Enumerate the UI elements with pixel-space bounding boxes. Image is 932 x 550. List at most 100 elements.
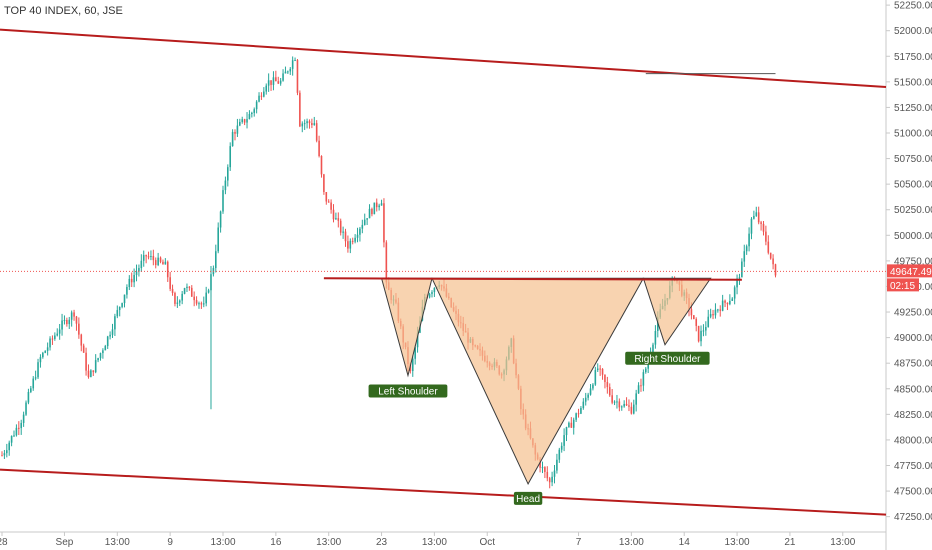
candle-body bbox=[356, 234, 359, 238]
candle-body bbox=[87, 370, 90, 378]
candle-body bbox=[623, 403, 625, 407]
candle-body bbox=[560, 445, 563, 450]
neckline bbox=[323, 277, 742, 281]
x-tick-label: 21 bbox=[784, 537, 796, 548]
candle-body bbox=[750, 218, 753, 234]
candle-body bbox=[8, 442, 11, 451]
candle-body bbox=[68, 319, 71, 325]
candle-body bbox=[164, 261, 167, 265]
candle-body bbox=[371, 208, 373, 215]
candle-body bbox=[373, 202, 376, 215]
candle-body bbox=[306, 121, 308, 124]
candle-body bbox=[145, 255, 147, 257]
x-tick-label: Oct bbox=[479, 537, 495, 548]
candle-body bbox=[342, 231, 344, 233]
candle-body bbox=[620, 406, 623, 408]
candle-body bbox=[724, 300, 726, 303]
candle-body bbox=[368, 208, 371, 219]
candle-body bbox=[743, 251, 746, 262]
x-tick-label: 13:00 bbox=[422, 537, 447, 548]
candle-body bbox=[570, 422, 573, 428]
candle-body bbox=[10, 435, 13, 443]
y-tick-label: 48000.00 bbox=[894, 435, 932, 446]
candle-body bbox=[222, 190, 224, 212]
candle-body bbox=[255, 101, 258, 110]
candle-body bbox=[150, 256, 152, 258]
candle-body bbox=[604, 374, 606, 383]
left-shoulder-label-bg bbox=[368, 384, 448, 398]
candle-body bbox=[63, 319, 66, 321]
candle-body bbox=[556, 459, 558, 471]
candle-body bbox=[548, 478, 551, 483]
candle-body bbox=[337, 218, 340, 221]
candle-body bbox=[411, 358, 414, 372]
candle-body bbox=[227, 167, 229, 181]
y-tick-label: 50250.00 bbox=[894, 205, 932, 216]
candle-body bbox=[705, 327, 707, 331]
y-tick-label: 51750.00 bbox=[894, 52, 932, 63]
candle-body bbox=[361, 224, 364, 229]
candle-body bbox=[279, 80, 282, 84]
candle-body bbox=[594, 370, 597, 385]
x-tick-label: 13:00 bbox=[316, 537, 341, 548]
candle-body bbox=[544, 467, 546, 472]
candle-body bbox=[772, 258, 774, 265]
candle-body bbox=[174, 292, 176, 304]
candle-body bbox=[741, 261, 743, 278]
candle-body bbox=[546, 471, 549, 479]
candle-body bbox=[54, 335, 56, 339]
candle-body bbox=[118, 306, 121, 311]
candle-body bbox=[123, 294, 126, 304]
x-tick-label: 13:00 bbox=[210, 537, 235, 548]
candle-body bbox=[217, 227, 219, 252]
x-tick-label: 23 bbox=[376, 537, 388, 548]
y-tick-label: 48250.00 bbox=[894, 410, 932, 421]
candle-body bbox=[1, 455, 3, 457]
candle-body bbox=[565, 426, 568, 436]
candle-body bbox=[731, 298, 734, 301]
candle-body bbox=[30, 388, 32, 392]
candle-body bbox=[294, 60, 296, 62]
candle-body bbox=[171, 288, 174, 293]
candle-body bbox=[580, 408, 582, 414]
candle-body bbox=[99, 353, 102, 359]
x-tick-label: Sep bbox=[56, 537, 74, 548]
candle-body bbox=[589, 388, 592, 395]
candle-body bbox=[652, 344, 654, 353]
countdown-tag-bg bbox=[887, 278, 919, 292]
candle-body bbox=[308, 121, 311, 124]
candle-body bbox=[82, 345, 85, 353]
candle-body bbox=[378, 205, 380, 208]
candle-body bbox=[66, 319, 68, 325]
candle-body bbox=[359, 228, 361, 235]
candle-body bbox=[693, 315, 695, 320]
candle-body bbox=[330, 202, 332, 210]
candle-body bbox=[272, 77, 275, 85]
candle-body bbox=[320, 155, 323, 175]
candle-body bbox=[27, 391, 30, 403]
candle-body bbox=[628, 405, 630, 407]
candle-body bbox=[354, 237, 356, 242]
candle-body bbox=[202, 303, 205, 305]
candle-body bbox=[765, 231, 767, 242]
candle-body bbox=[299, 92, 301, 127]
x-tick-label: 13:00 bbox=[105, 537, 130, 548]
candle-body bbox=[301, 123, 304, 127]
candle-body bbox=[258, 95, 260, 102]
y-tick-label: 50000.00 bbox=[894, 231, 932, 242]
candle-body bbox=[284, 71, 287, 74]
candle-body bbox=[339, 220, 342, 233]
candle-body bbox=[114, 316, 116, 330]
candle-body bbox=[709, 314, 712, 317]
x-tick-label: 14 bbox=[679, 537, 691, 548]
candle-body bbox=[572, 419, 575, 428]
candle-body bbox=[58, 329, 61, 334]
candle-body bbox=[73, 312, 75, 317]
candle-body bbox=[712, 314, 714, 316]
candle-body bbox=[349, 240, 352, 249]
candle-body bbox=[757, 212, 760, 223]
x-tick-label: 9 bbox=[167, 537, 173, 548]
candle-body bbox=[3, 453, 6, 456]
